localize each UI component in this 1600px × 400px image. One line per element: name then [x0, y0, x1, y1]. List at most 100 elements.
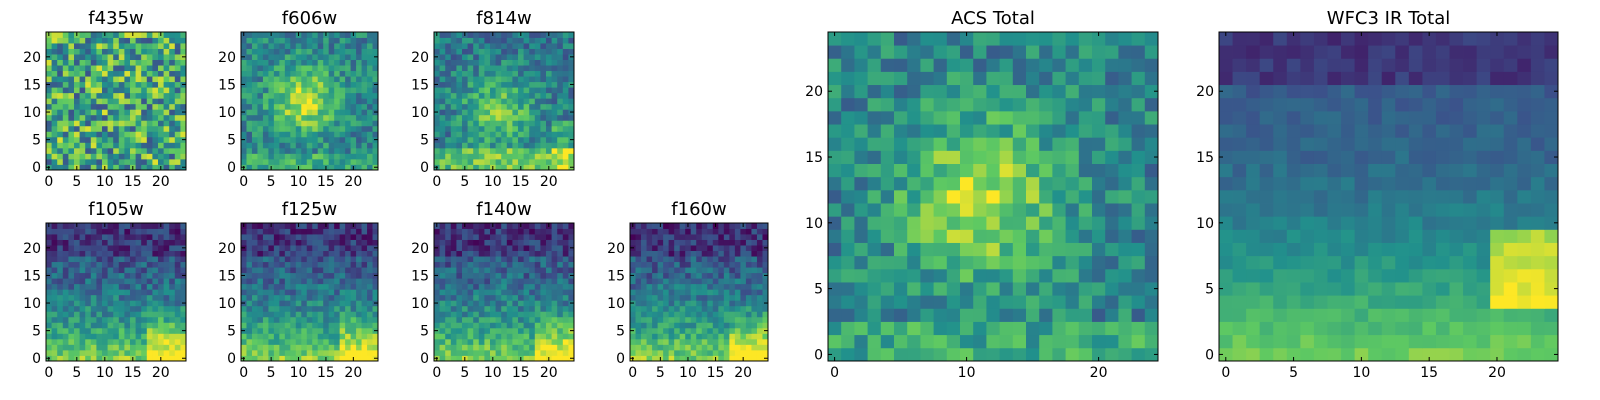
heatmap-cell	[495, 87, 502, 94]
heatmap-cell	[301, 294, 308, 301]
heatmap-cell	[456, 76, 463, 83]
heatmap-cell	[312, 311, 319, 318]
heatmap-cell	[90, 349, 97, 356]
heatmap-cell	[361, 267, 368, 274]
heatmap-cell	[130, 283, 136, 290]
heatmap-cell	[501, 239, 508, 246]
heatmap-cell	[345, 136, 351, 143]
heatmap-cell	[273, 256, 280, 263]
heatmap-cell	[356, 142, 362, 149]
heatmap-cell	[317, 300, 324, 307]
heatmap-cell	[568, 256, 575, 263]
heatmap-cell	[345, 125, 351, 132]
heatmap-cell	[356, 305, 362, 312]
heatmap-cell	[1131, 308, 1146, 322]
heatmap-cell	[334, 43, 341, 49]
heatmap-cell	[546, 289, 552, 296]
heatmap-cell	[174, 81, 181, 88]
heatmap-cell	[478, 289, 485, 296]
heatmap-cell	[79, 81, 86, 88]
heatmap-cell	[79, 278, 86, 285]
heatmap-cell	[251, 234, 258, 240]
heatmap-cell	[478, 98, 485, 105]
heatmap-cell	[46, 158, 52, 165]
heatmap-cell	[473, 136, 480, 143]
heatmap-cell	[652, 289, 658, 296]
heatmap-cell	[130, 37, 136, 44]
heatmap-cell	[290, 272, 297, 279]
heatmap-cell	[169, 355, 176, 362]
heatmap-cell	[540, 245, 547, 251]
heatmap-cell	[512, 103, 519, 110]
heatmap-cell	[62, 289, 69, 296]
heatmap-cell	[690, 305, 697, 312]
heatmap-cell	[268, 245, 275, 251]
heatmap-cell	[107, 147, 114, 154]
heatmap-cell	[146, 228, 153, 235]
heatmap-cell	[523, 289, 530, 296]
heatmap-cell	[490, 344, 496, 351]
heatmap-cell	[268, 131, 275, 138]
heatmap-cell	[740, 305, 747, 312]
heatmap-cell	[562, 114, 569, 121]
heatmap-cell	[920, 308, 934, 322]
heatmap-cell	[534, 311, 541, 318]
heatmap-cell	[501, 59, 508, 66]
heatmap-cell	[1012, 216, 1027, 230]
heatmap-cell	[696, 289, 703, 296]
heatmap-cell	[85, 65, 92, 72]
heatmap-cell	[180, 316, 187, 323]
heatmap-cell	[367, 300, 373, 307]
heatmap-cell	[490, 87, 496, 94]
heatmap-cell	[999, 334, 1014, 349]
heatmap-cell	[334, 48, 341, 55]
heatmap-cell	[473, 158, 480, 165]
heatmap-cell	[158, 311, 164, 318]
heatmap-cell	[523, 327, 530, 334]
heatmap-cell	[712, 327, 719, 334]
heatmap-cell	[445, 37, 452, 44]
heatmap-cell	[345, 294, 351, 301]
heatmap-cell	[262, 76, 269, 83]
heatmap-cell	[462, 278, 468, 285]
heatmap-cell	[518, 322, 524, 329]
heatmap-cell	[46, 228, 52, 235]
heatmap-cell	[756, 234, 763, 240]
heatmap-cell	[495, 125, 502, 132]
heatmap-cell	[445, 289, 452, 296]
heatmap-cell	[679, 311, 686, 318]
heatmap-cell	[630, 234, 636, 240]
heatmap-cell	[540, 239, 547, 246]
heatmap-cell	[450, 338, 457, 345]
heatmap-cell	[312, 142, 319, 149]
heatmap-cell	[51, 333, 58, 340]
heatmap-cell	[169, 272, 176, 279]
heatmap-cell	[1065, 176, 1080, 191]
heatmap-cell	[146, 278, 153, 285]
heatmap-cell	[439, 256, 446, 263]
heatmap-cell	[641, 355, 647, 362]
heatmap-cell	[85, 59, 92, 66]
heatmap-cell	[135, 32, 142, 38]
heatmap-cell	[652, 294, 658, 301]
heatmap-cell	[562, 158, 569, 165]
heatmap-cell	[107, 59, 114, 66]
heatmap-cell	[51, 147, 58, 154]
heatmap-cell	[1052, 282, 1066, 296]
heatmap-cell	[339, 333, 346, 340]
heatmap-cell	[124, 70, 131, 77]
heatmap-cell	[79, 267, 86, 274]
heatmap-cell	[350, 136, 357, 143]
heatmap-cell	[334, 32, 341, 38]
x-tick-label: 15	[512, 174, 530, 190]
heatmap-cell	[51, 98, 58, 105]
heatmap-cell	[1118, 308, 1132, 322]
heatmap-cell	[473, 283, 480, 290]
heatmap-cell	[534, 228, 541, 235]
heatmap-cell	[668, 327, 675, 334]
heatmap-cell	[473, 261, 480, 268]
heatmap-cell	[345, 59, 351, 66]
heatmap-cell	[152, 267, 159, 274]
heatmap-cell	[152, 43, 159, 49]
heatmap-cell	[174, 103, 181, 110]
